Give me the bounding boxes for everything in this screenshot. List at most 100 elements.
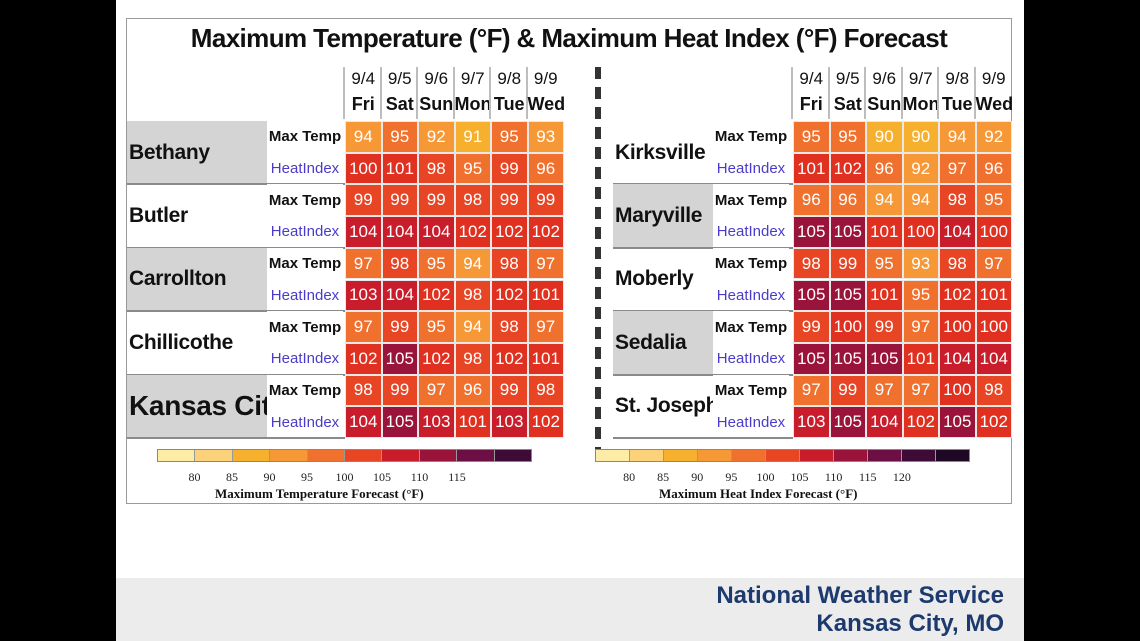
heat-index-cell: 104 [939,216,976,248]
max-temp-cell: 97 [902,311,939,343]
max-temp-label: Max Temp [267,311,343,343]
column-day: Mon [454,94,492,114]
max-temp-cell: 99 [829,374,866,407]
column-day: Mon [902,94,940,114]
heat-index-cell: 101 [975,279,1012,312]
legend-swatch [382,450,420,461]
city-name: Carrollton [127,247,267,312]
chart-title: Maximum Temperature (°F) & Maximum Heat … [190,23,948,53]
max-temp-cell: 97 [793,374,830,407]
city-name: Kirksville [615,140,706,164]
heat-index-cell: 101 [454,406,491,438]
heat-index-cell: 101 [793,152,830,185]
city-name: Bethany [127,121,267,185]
heat-index-cell: 97 [939,152,976,185]
max-temp-cell: 98 [491,247,528,280]
city-name: Butler [129,204,188,228]
column-separator [489,67,491,119]
page: Maximum Temperature (°F) & Maximum Heat … [116,0,1024,641]
column-separator [791,67,793,119]
heat-index-cell: 103 [491,406,528,438]
table-bottom-line [127,437,345,439]
max-temp-cell: 99 [381,184,418,217]
heat-index-label: HeatIndex [267,216,343,248]
max-temp-cell: 95 [418,311,455,343]
legend-tick: 95 [301,470,313,484]
row-divider [613,246,793,249]
heat-index-cell: 98 [454,342,491,375]
column-day: Sat [385,94,414,114]
max-temp-cell: 98 [381,247,418,280]
heat-index-cell: 102 [418,279,455,312]
legend-tick: 95 [725,470,738,484]
column-day: Tue [493,94,525,114]
legend-swatch [902,450,936,461]
max-temp-cell: 98 [454,184,491,217]
legend-swatch [494,450,532,461]
max-temp-cell: 100 [829,311,866,343]
heat-index-cell: 101 [866,216,903,248]
max-temp-cell: 97 [345,247,382,280]
max-temp-cell: 99 [418,184,455,217]
column-day: Sun [419,94,454,114]
heat-index-cell: 101 [527,279,564,312]
max-temp-cell: 90 [866,121,903,153]
table-bottom-line [613,437,793,439]
legend-tick: 90 [691,470,704,484]
heat-index-label: HeatIndex [267,406,343,438]
max-temp-cell: 95 [866,247,903,280]
max-temp-label: Max Temp [267,184,343,217]
column-separator [343,67,345,119]
heat-index-cell: 98 [454,279,491,312]
heat-index-label: HeatIndex [713,342,789,375]
max-temp-cell: 94 [902,184,939,217]
legend-swatch [270,450,308,461]
max-temp-cell: 99 [527,184,564,217]
legend-tick: 115 [858,470,877,484]
max-temp-cell: 98 [975,374,1012,407]
max-temp-label: Max Temp [713,311,789,343]
max-temp-cell: 94 [454,247,491,280]
max-temp-cell: 95 [975,184,1012,217]
max-temp-cell: 97 [866,374,903,407]
column-date: 9/8 [497,69,522,88]
max-temp-label: Max Temp [713,121,789,153]
heat-index-cell: 96 [975,152,1012,185]
legend-tick: 110 [824,470,843,484]
heat-index-cell: 95 [454,152,491,185]
max-temp-cell: 99 [829,247,866,280]
heat-index-cell: 105 [939,406,976,438]
legend-tick: 80 [188,470,201,484]
legend-swatch [800,450,834,461]
legend-swatch [596,450,630,461]
legend-swatch [766,450,800,461]
max-temp-cell: 97 [527,311,564,343]
max-temp-cell: 99 [491,184,528,217]
heat-index-cell: 101 [527,342,564,375]
legend-title: Maximum Heat Index Forecast (°F) [659,486,858,501]
heat-index-cell: 102 [491,342,528,375]
max-temp-label: Max Temp [713,374,789,407]
column-separator [900,67,903,119]
column-date: 9/6 [872,69,897,88]
column-separator [973,67,976,119]
legend-swatch [419,450,458,461]
heat-index-cell: 104 [345,216,382,248]
heat-index-label: HeatIndex [267,279,343,312]
max-temp-cell: 95 [418,247,455,280]
legend-tick: 100 [756,470,775,484]
max-temp-cell: 95 [491,121,528,153]
legend-swatch [345,450,383,461]
row-divider [613,373,793,376]
heat-index-cell: 92 [902,152,939,185]
max-temp-cell: 95 [829,121,866,153]
heat-index-cell: 95 [902,279,939,312]
city-name: Kansas City [127,374,286,438]
heat-index-label: HeatIndex [713,216,789,248]
max-temp-cell: 97 [418,374,455,407]
legend-swatch [457,450,495,461]
max-temp-cell: 98 [527,374,564,407]
heat-index-label: HeatIndex [267,342,343,375]
column-day: Fri [799,94,823,114]
city-name: St. Joseph [615,394,719,418]
